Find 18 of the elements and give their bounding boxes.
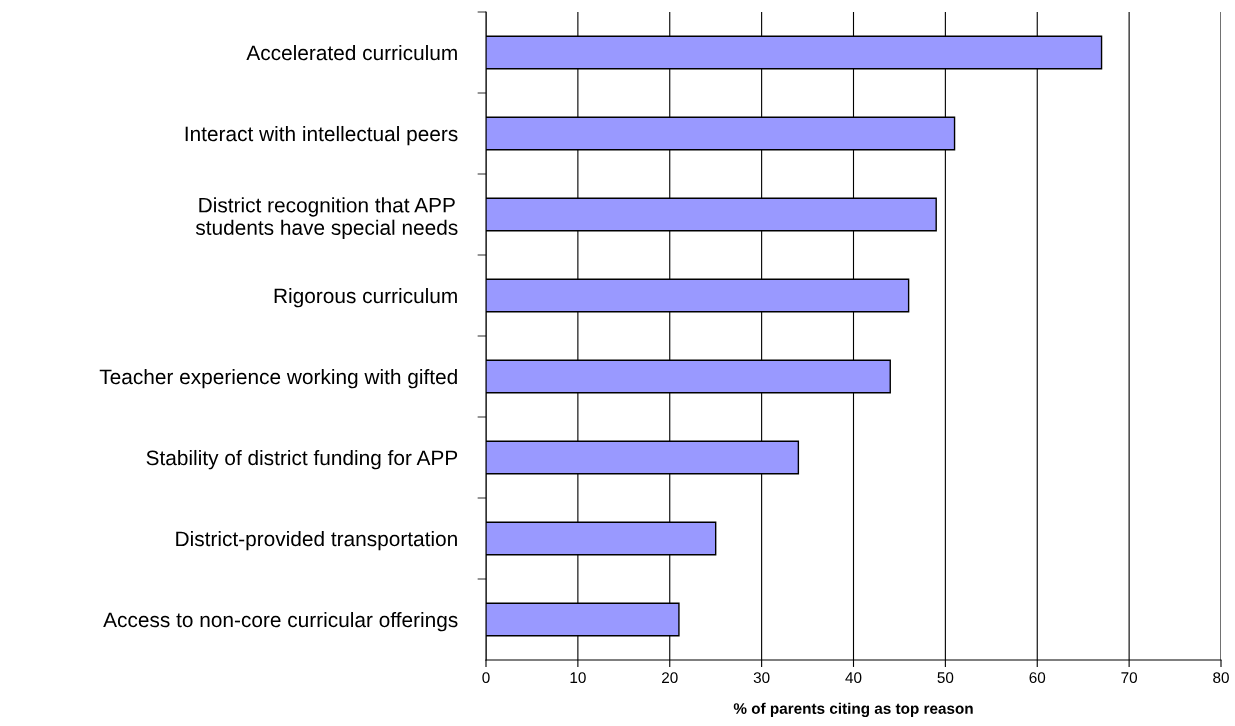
x-tick-label: 50 <box>937 672 954 684</box>
x-tick-label: 40 <box>845 672 862 684</box>
x-tick-label: 20 <box>662 672 678 684</box>
y-tick-label: Accelerated curriculum <box>246 44 457 61</box>
x-axis-title: % of parents citing as top reason <box>733 702 973 718</box>
y-tick-label: Access to non-core curricular offerings <box>103 611 458 632</box>
y-tick-label: District-provided transportation <box>176 530 457 551</box>
y-tick-label: Interact with intellectual peers <box>185 125 458 146</box>
x-tick-label: 0 <box>482 672 490 684</box>
x-tick-label: 70 <box>1121 672 1138 684</box>
y-tick-label: District recognition that APP students have special needs <box>195 197 458 240</box>
x-tick-label: 60 <box>1029 672 1046 684</box>
x-tick-label: 80 <box>1213 672 1229 684</box>
y-tick-label: Teacher experience working with gifted <box>99 368 457 389</box>
x-tick-label: 10 <box>570 672 586 684</box>
y-tick-label: Stability of district funding for APP <box>146 449 458 470</box>
y-tick-label: Rigorous curriculum <box>274 287 457 308</box>
x-tick-label: 30 <box>753 672 770 684</box>
